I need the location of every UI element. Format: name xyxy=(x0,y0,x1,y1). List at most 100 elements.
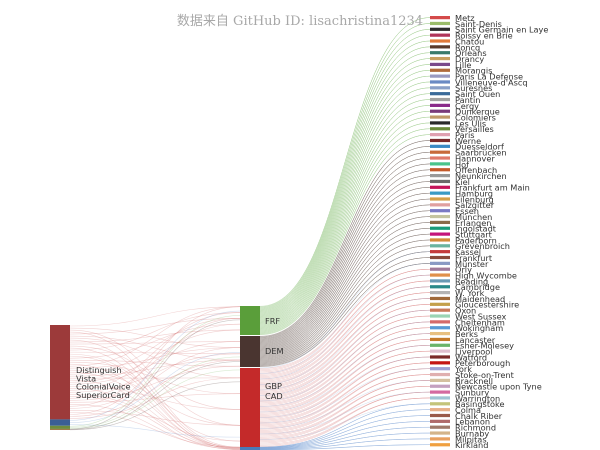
link-gbp-lancaster xyxy=(259,339,431,413)
link-frf-pantin xyxy=(259,99,431,326)
link-gbp-cross-6 xyxy=(259,321,431,402)
label-superiorcard: SuperiorCard xyxy=(76,390,130,400)
label-wokingham: Wokingham xyxy=(455,323,503,333)
node-m-nchen xyxy=(430,214,450,219)
link-frf-saint-denis xyxy=(259,23,431,309)
link-cad-kirkland xyxy=(259,444,431,450)
node-pantin xyxy=(430,97,450,102)
link-frf-paris xyxy=(259,134,431,336)
link-distinguish-cad xyxy=(69,371,241,448)
link-cad-lebanon xyxy=(259,421,431,449)
link-gbp-cheltenham xyxy=(259,321,431,400)
link-gbp-cambridge xyxy=(259,286,431,382)
node-werne xyxy=(430,138,450,143)
link-dem-m-nster xyxy=(259,263,431,367)
link-cad-milpitas xyxy=(259,438,431,450)
label-gbp: GBP xyxy=(265,381,282,391)
node-metz xyxy=(430,16,450,20)
node-drancy xyxy=(430,56,450,61)
link-frf-paris xyxy=(259,134,431,335)
label-maidenhead: Maidenhead xyxy=(455,294,505,304)
node-suresnes xyxy=(430,86,450,90)
link-frf-orleans xyxy=(259,52,431,315)
label-salzgitter: Salzgitter xyxy=(455,200,495,210)
link-distinguish-frf xyxy=(69,318,241,375)
link-gbp-maidenhead xyxy=(259,298,431,386)
link-frf-suresnes xyxy=(259,87,431,324)
node-roncq xyxy=(430,45,450,49)
node-stuttgart xyxy=(430,232,450,236)
link-gbp-wokingham xyxy=(259,327,431,405)
link-gbp-gloucestershire xyxy=(259,304,431,391)
link-distinguish-cad xyxy=(69,339,241,449)
link-distinguish-frf xyxy=(69,323,241,399)
link-frf-dunkerque xyxy=(259,110,431,330)
link-gbp-stoke-on-trent xyxy=(259,374,431,433)
label-paris-la-defense: Paris La Defense xyxy=(455,72,523,82)
link-dem-m-nster xyxy=(259,263,431,368)
link-frf-suresnes xyxy=(259,87,431,324)
label-chatou: Chatou xyxy=(455,36,484,46)
node-gloucestershire xyxy=(430,302,450,306)
link-colonialvoice-frf xyxy=(69,315,241,427)
link-cad-basingstoke xyxy=(259,403,431,448)
link-dem-saarbr-cken xyxy=(259,151,431,341)
link-dem-kassel xyxy=(259,251,431,365)
link-gbp-warrington xyxy=(259,397,431,446)
link-cad-richmond xyxy=(259,426,431,449)
link-gbp-watford xyxy=(259,356,431,423)
link-distinguish-frf xyxy=(69,318,241,415)
link-dem-hof xyxy=(259,163,431,344)
link-frf-cergy xyxy=(259,105,431,328)
link-frf-roncq xyxy=(259,46,431,314)
label-cambridge: Cambridge xyxy=(455,282,500,292)
link-cad-chalk-riber xyxy=(259,415,431,449)
label-pantin: Pantin xyxy=(455,95,480,105)
link-frf-versailles xyxy=(259,128,431,334)
label-kassel: Kassel xyxy=(455,247,481,257)
label-saarbr-cken: Saarbrücken xyxy=(455,148,507,158)
link-frf-chatou xyxy=(259,40,431,313)
link-gbp-york xyxy=(259,368,431,428)
link-frf-les-ulis xyxy=(259,122,431,332)
link-dem-paderborn xyxy=(259,239,431,361)
link-dem-kassel xyxy=(259,251,431,364)
link-gbp-sunbury xyxy=(259,391,431,444)
link-distinguish-dem xyxy=(69,359,241,417)
link-dem-essen xyxy=(259,210,431,354)
link-gbp-esher-molesey xyxy=(259,345,431,416)
link-dem-werne xyxy=(259,140,431,337)
link-cad-richmond xyxy=(259,426,431,450)
link-dem-erlangen xyxy=(259,222,431,357)
node-eilenburg xyxy=(430,197,450,201)
link-dem-kassel xyxy=(259,251,431,364)
link-gbp-liverpool xyxy=(259,350,431,419)
node-colomiers xyxy=(430,115,450,119)
link-frf-villeneuve-d-ascq xyxy=(259,81,431,322)
node-m-nster xyxy=(430,261,450,265)
link-distinguish-frf xyxy=(69,312,241,391)
link-frf-drancy xyxy=(259,58,431,317)
link-frf-cergy xyxy=(259,105,431,328)
label-vista: Vista xyxy=(76,373,96,383)
node-saarbr-cken xyxy=(430,150,450,154)
link-vista-frf xyxy=(69,310,241,421)
link-distinguish-dem xyxy=(69,359,241,377)
link-dem-hamburg xyxy=(259,192,431,351)
link-distinguish-dem xyxy=(69,327,241,348)
link-dem-ingolstadt xyxy=(259,228,431,359)
node-essen xyxy=(430,209,450,213)
link-frf-paris-la-defense xyxy=(259,75,431,321)
link-dem-stuttgart xyxy=(259,233,431,360)
link-gbp-cross-8 xyxy=(259,345,431,413)
link-gbp-stoke-on-trent xyxy=(259,374,431,431)
node-les-ulis xyxy=(430,121,450,125)
link-gbp-high-wycombe xyxy=(259,274,431,375)
label-cheltenham: Cheltenham xyxy=(455,317,505,327)
node-versailles xyxy=(430,127,450,131)
link-gbp-cheltenham xyxy=(259,321,431,401)
node-dem xyxy=(240,336,260,367)
node-frankfurt-am-main xyxy=(430,185,450,189)
link-distinguish-dem xyxy=(69,341,241,345)
link-dem-offenbach xyxy=(259,169,431,344)
